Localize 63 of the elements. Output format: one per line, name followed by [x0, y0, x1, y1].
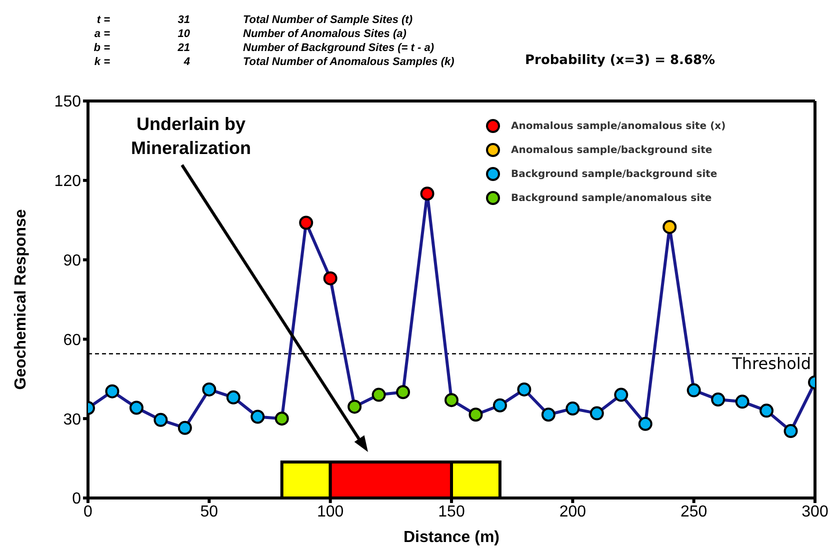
point — [760, 404, 774, 418]
x-tick-label: 150 — [438, 503, 465, 520]
point — [517, 382, 532, 396]
point — [178, 420, 192, 435]
y-tick-label: 60 — [63, 332, 82, 349]
y-tick-label: 120 — [54, 173, 82, 190]
point — [638, 416, 652, 431]
point — [372, 388, 386, 402]
y-tick-label: 150 — [54, 94, 82, 111]
text: 4 — [182, 56, 190, 68]
point — [784, 424, 798, 438]
point — [711, 392, 726, 407]
y-tick-label: 30 — [63, 411, 82, 428]
legend-label: Background sample/background site — [511, 168, 718, 180]
point — [226, 390, 240, 404]
legend-label: Anomalous sample/background site — [511, 144, 712, 156]
point — [614, 388, 628, 402]
point — [105, 384, 120, 398]
x-tick-label: 50 — [200, 503, 218, 520]
x-tick-label: 100 — [316, 503, 344, 520]
point — [735, 394, 750, 409]
text: Number of Background Sites (= t - a) — [243, 42, 435, 54]
point — [468, 408, 483, 422]
point — [566, 402, 580, 416]
point — [492, 398, 507, 412]
point — [274, 412, 289, 426]
text: t = — [96, 14, 110, 26]
point — [348, 400, 362, 414]
text: Number of Anomalous Sites (a) — [243, 28, 408, 40]
point — [444, 393, 458, 408]
point — [541, 408, 556, 422]
point — [299, 216, 314, 230]
text: Total Number of Anomalous Samples (k) — [243, 56, 456, 68]
annotation: Underlain by Mineralization — [130, 113, 252, 160]
y-axis-title: Geochemical Response — [12, 209, 30, 390]
x-axis-title: Distance (m) — [403, 529, 500, 546]
point — [154, 412, 168, 427]
x-tick-label: 200 — [559, 503, 586, 520]
text: Probability (x=3) = 8.68% — [525, 53, 716, 68]
point — [129, 400, 144, 415]
point — [202, 382, 216, 396]
y-tick-label: 90 — [63, 252, 82, 270]
point — [686, 383, 701, 398]
legend-label: Background sample/anomalous site — [511, 192, 712, 204]
point — [396, 385, 410, 400]
point — [420, 186, 434, 201]
point — [250, 410, 265, 424]
text: 31 — [176, 14, 190, 26]
x-tick-label: 300 — [802, 503, 828, 520]
text: k = — [93, 56, 110, 68]
ref-line-label: Threshold — [731, 354, 811, 374]
legend-label: Anomalous sample/anomalous site (x) — [511, 120, 726, 132]
point — [323, 271, 338, 286]
y-tick-label: 0 — [72, 490, 82, 508]
text: 21 — [176, 42, 190, 54]
text: Total Number of Sample Sites (t) — [243, 14, 414, 26]
point — [590, 406, 604, 420]
text: a = — [93, 28, 110, 40]
x-tick-label: 0 — [84, 503, 93, 520]
x-tick-label: 250 — [680, 503, 708, 520]
text: 10 — [176, 28, 190, 40]
text: b = — [92, 42, 110, 54]
point — [662, 220, 677, 234]
